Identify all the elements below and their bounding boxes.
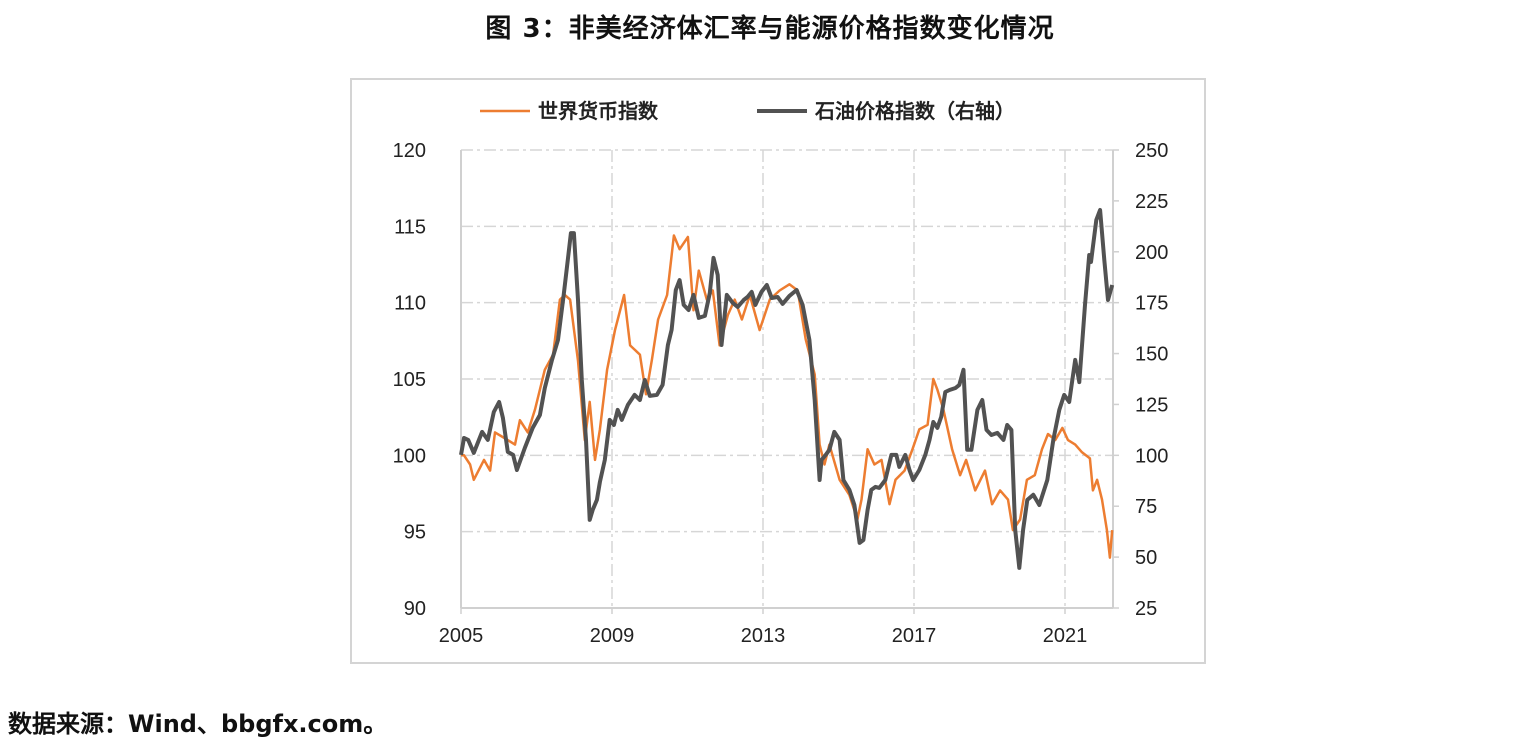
legend: 世界货币指数 石油价格指数（右轴） bbox=[480, 99, 1015, 123]
chart-title: 图 3：非美经济体汇率与能源价格指数变化情况 bbox=[485, 14, 1055, 44]
right-y-tick-label: 125 bbox=[1135, 394, 1168, 416]
right-y-tick-label: 200 bbox=[1135, 242, 1168, 264]
tick-labels: 120 115 110 105 100 95 90 250 225 200 175 150 125 100… bbox=[393, 140, 1169, 647]
source-note: 数据来源：Wind、bbgfx.com。 bbox=[8, 710, 388, 738]
left-y-tick-label: 120 bbox=[393, 140, 426, 162]
right-y-tick-label: 150 bbox=[1135, 344, 1168, 366]
left-y-tick-label: 95 bbox=[404, 522, 426, 544]
x-tick-label: 2013 bbox=[741, 625, 786, 647]
left-y-tick-label: 110 bbox=[394, 293, 426, 315]
legend-label: 世界货币指数 bbox=[538, 99, 659, 123]
left-y-tick-label: 105 bbox=[393, 369, 426, 391]
legend-label: 石油价格指数（右轴） bbox=[814, 99, 1015, 123]
oil-price-index-line bbox=[459, 208, 1115, 570]
right-y-tick-label: 175 bbox=[1135, 293, 1168, 315]
right-y-tick-label: 50 bbox=[1135, 547, 1157, 569]
x-tick-label: 2005 bbox=[439, 625, 484, 647]
chart-frame bbox=[350, 78, 1206, 664]
gridlines bbox=[461, 149, 1113, 608]
right-y-tick-label: 75 bbox=[1135, 496, 1157, 518]
x-tick-label: 2021 bbox=[1043, 625, 1088, 647]
right-y-tick-label: 225 bbox=[1135, 191, 1168, 213]
x-tick-label: 2017 bbox=[892, 625, 937, 647]
right-y-tick-label: 250 bbox=[1135, 140, 1168, 162]
left-y-tick-label: 90 bbox=[404, 598, 426, 620]
right-y-tick-label: 25 bbox=[1135, 598, 1157, 620]
x-tick-label: 2009 bbox=[590, 625, 635, 647]
right-y-tick-label: 100 bbox=[1135, 445, 1168, 467]
left-y-tick-label: 100 bbox=[393, 445, 426, 467]
left-y-tick-label: 115 bbox=[394, 216, 426, 238]
series-lines bbox=[459, 208, 1115, 570]
